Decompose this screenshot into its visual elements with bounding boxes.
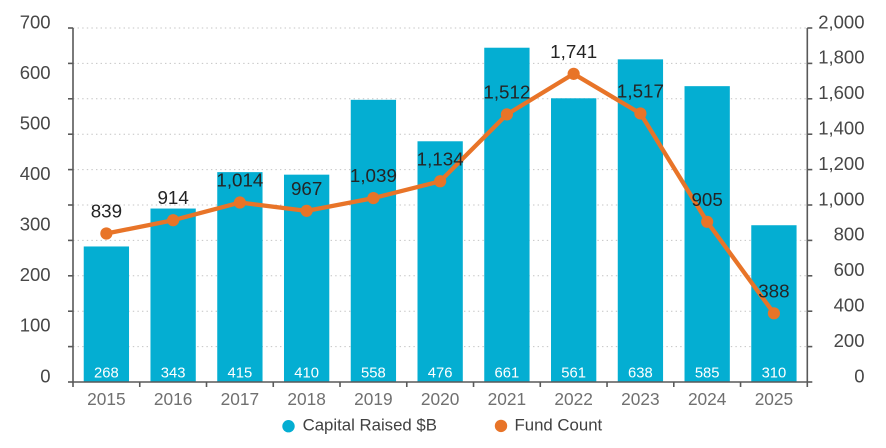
svg-text:300: 300 xyxy=(20,214,51,235)
svg-text:2022: 2022 xyxy=(554,389,592,409)
svg-text:2023: 2023 xyxy=(621,389,659,409)
svg-text:415: 415 xyxy=(228,366,253,382)
svg-text:914: 914 xyxy=(157,187,188,208)
svg-text:700: 700 xyxy=(20,11,51,32)
svg-text:2020: 2020 xyxy=(421,389,459,409)
svg-text:1,512: 1,512 xyxy=(483,81,530,102)
svg-text:661: 661 xyxy=(495,366,520,382)
svg-text:200: 200 xyxy=(20,264,51,285)
svg-text:0: 0 xyxy=(40,365,50,386)
svg-text:310: 310 xyxy=(762,366,787,382)
svg-text:1,134: 1,134 xyxy=(417,148,464,169)
svg-text:0: 0 xyxy=(854,365,864,386)
svg-text:561: 561 xyxy=(561,366,586,382)
svg-text:2018: 2018 xyxy=(287,389,325,409)
svg-text:839: 839 xyxy=(91,201,122,222)
svg-text:2021: 2021 xyxy=(488,389,526,409)
svg-text:2017: 2017 xyxy=(221,389,259,409)
svg-text:200: 200 xyxy=(834,330,865,351)
svg-text:Fund Count: Fund Count xyxy=(515,415,603,434)
svg-text:558: 558 xyxy=(361,366,386,382)
svg-text:1,741: 1,741 xyxy=(550,41,597,62)
svg-text:343: 343 xyxy=(161,366,186,382)
svg-text:2025: 2025 xyxy=(755,389,793,409)
svg-text:410: 410 xyxy=(294,366,319,382)
svg-text:100: 100 xyxy=(20,315,51,336)
svg-text:800: 800 xyxy=(834,224,865,245)
svg-text:388: 388 xyxy=(758,280,789,301)
svg-text:585: 585 xyxy=(695,366,720,382)
svg-text:476: 476 xyxy=(428,366,453,382)
svg-text:2019: 2019 xyxy=(354,389,392,409)
svg-text:967: 967 xyxy=(291,178,322,199)
svg-text:1,600: 1,600 xyxy=(818,82,864,103)
svg-text:400: 400 xyxy=(834,295,865,316)
svg-text:1,517: 1,517 xyxy=(617,80,664,101)
svg-text:600: 600 xyxy=(20,62,51,83)
svg-text:268: 268 xyxy=(94,366,119,382)
svg-text:400: 400 xyxy=(20,163,51,184)
svg-text:1,039: 1,039 xyxy=(350,165,397,186)
svg-text:2,000: 2,000 xyxy=(818,11,864,32)
svg-text:638: 638 xyxy=(628,366,653,382)
svg-text:1,800: 1,800 xyxy=(818,47,864,68)
svg-text:2024: 2024 xyxy=(688,389,727,409)
svg-text:1,200: 1,200 xyxy=(818,153,864,174)
svg-text:905: 905 xyxy=(691,189,722,210)
svg-text:1,014: 1,014 xyxy=(216,170,263,191)
svg-text:1,000: 1,000 xyxy=(818,188,864,209)
svg-text:1,400: 1,400 xyxy=(818,118,864,139)
svg-text:2015: 2015 xyxy=(87,389,125,409)
svg-text:600: 600 xyxy=(834,259,865,280)
svg-text:2016: 2016 xyxy=(154,389,192,409)
svg-text:Capital Raised $B: Capital Raised $B xyxy=(303,415,437,434)
svg-text:500: 500 xyxy=(20,112,51,133)
